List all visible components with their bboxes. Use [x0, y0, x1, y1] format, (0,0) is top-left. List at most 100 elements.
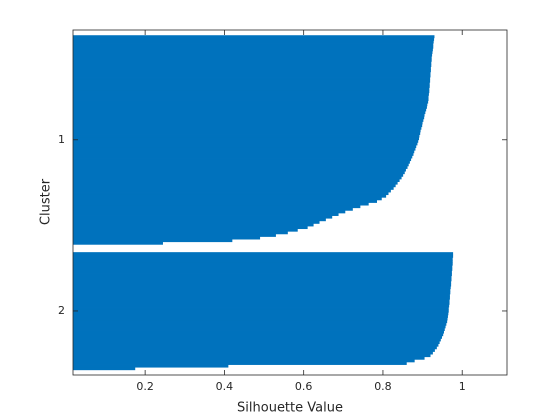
- bar: [73, 43, 434, 47]
- bar: [73, 293, 450, 297]
- bar: [73, 257, 453, 261]
- bar: [73, 152, 414, 156]
- plot-area: [73, 35, 454, 371]
- x-tick-label: 0.2: [136, 380, 154, 393]
- bar: [73, 147, 416, 151]
- bar: [73, 254, 454, 258]
- bar: [73, 129, 421, 133]
- bar: [73, 212, 339, 216]
- bar: [73, 194, 387, 198]
- bar: [73, 50, 433, 54]
- bar: [73, 239, 233, 243]
- bar: [73, 335, 442, 339]
- bar: [73, 77, 431, 81]
- bar: [73, 210, 346, 214]
- bar: [73, 181, 398, 185]
- bar: [73, 121, 423, 125]
- bar: [73, 364, 229, 368]
- bar: [73, 45, 434, 49]
- bar: [73, 105, 427, 109]
- bar: [73, 338, 441, 342]
- bar: [73, 286, 451, 290]
- bar: [73, 40, 434, 44]
- bar: [73, 131, 421, 135]
- bar: [73, 307, 449, 311]
- bar: [73, 267, 453, 271]
- bar: [73, 171, 405, 175]
- bar: [73, 351, 433, 355]
- bar: [73, 236, 261, 240]
- x-axis-label: Silhouette Value: [237, 401, 343, 416]
- bar: [73, 207, 353, 211]
- bar: [73, 283, 452, 287]
- bar: [73, 63, 432, 67]
- bar: [73, 309, 449, 313]
- bar: [73, 288, 451, 292]
- bar: [73, 103, 428, 107]
- bar: [73, 262, 453, 266]
- bar: [73, 134, 420, 138]
- bar: [73, 113, 425, 117]
- bar: [73, 48, 433, 52]
- bar: [73, 150, 415, 154]
- bar: [73, 186, 394, 190]
- bar: [73, 160, 410, 164]
- bar: [73, 61, 432, 65]
- bar: [73, 137, 420, 141]
- bar: [73, 69, 431, 73]
- bar: [73, 223, 314, 227]
- bar: [73, 322, 447, 326]
- bar: [73, 299, 450, 303]
- bar: [73, 226, 308, 230]
- bar: [73, 58, 432, 62]
- bar: [73, 291, 451, 295]
- bar: [73, 346, 437, 350]
- bar: [73, 173, 404, 177]
- bar: [73, 79, 431, 83]
- bar: [73, 84, 430, 88]
- bar: [73, 356, 425, 360]
- bar: [73, 231, 288, 235]
- bar: [73, 163, 409, 167]
- bar: [73, 327, 445, 331]
- y-axis-label: Cluster: [39, 178, 54, 225]
- bar: [73, 333, 444, 337]
- bar: [73, 361, 407, 365]
- bar: [73, 260, 453, 264]
- bar: [73, 367, 136, 371]
- bar: [73, 304, 450, 308]
- bar: [73, 35, 435, 39]
- bar: [73, 197, 382, 201]
- y-tick-label: 1: [58, 133, 65, 146]
- bar: [73, 184, 396, 188]
- bar: [73, 359, 415, 363]
- bar: [73, 348, 435, 352]
- axes-box: [72, 29, 508, 376]
- bar: [73, 354, 431, 358]
- x-tick-label: 0.8: [374, 380, 392, 393]
- bar: [73, 192, 389, 196]
- bar: [73, 145, 417, 149]
- bar: [73, 176, 402, 180]
- bar: [73, 82, 430, 86]
- bar: [73, 158, 412, 162]
- bar: [73, 95, 429, 99]
- bar: [73, 108, 427, 112]
- bar: [73, 314, 448, 318]
- bar: [73, 56, 432, 60]
- bar: [73, 220, 320, 224]
- bar: [73, 330, 444, 334]
- bar: [73, 215, 333, 219]
- x-tick-label: 1: [459, 380, 466, 393]
- bar: [73, 273, 452, 277]
- bar: [73, 312, 449, 316]
- bar: [73, 341, 440, 345]
- bar: [73, 275, 452, 279]
- bar: [73, 205, 361, 209]
- bar: [73, 71, 431, 75]
- bar: [73, 317, 448, 321]
- bar: [73, 126, 422, 130]
- bar: [73, 165, 408, 169]
- x-tick-label: 0.6: [295, 380, 313, 393]
